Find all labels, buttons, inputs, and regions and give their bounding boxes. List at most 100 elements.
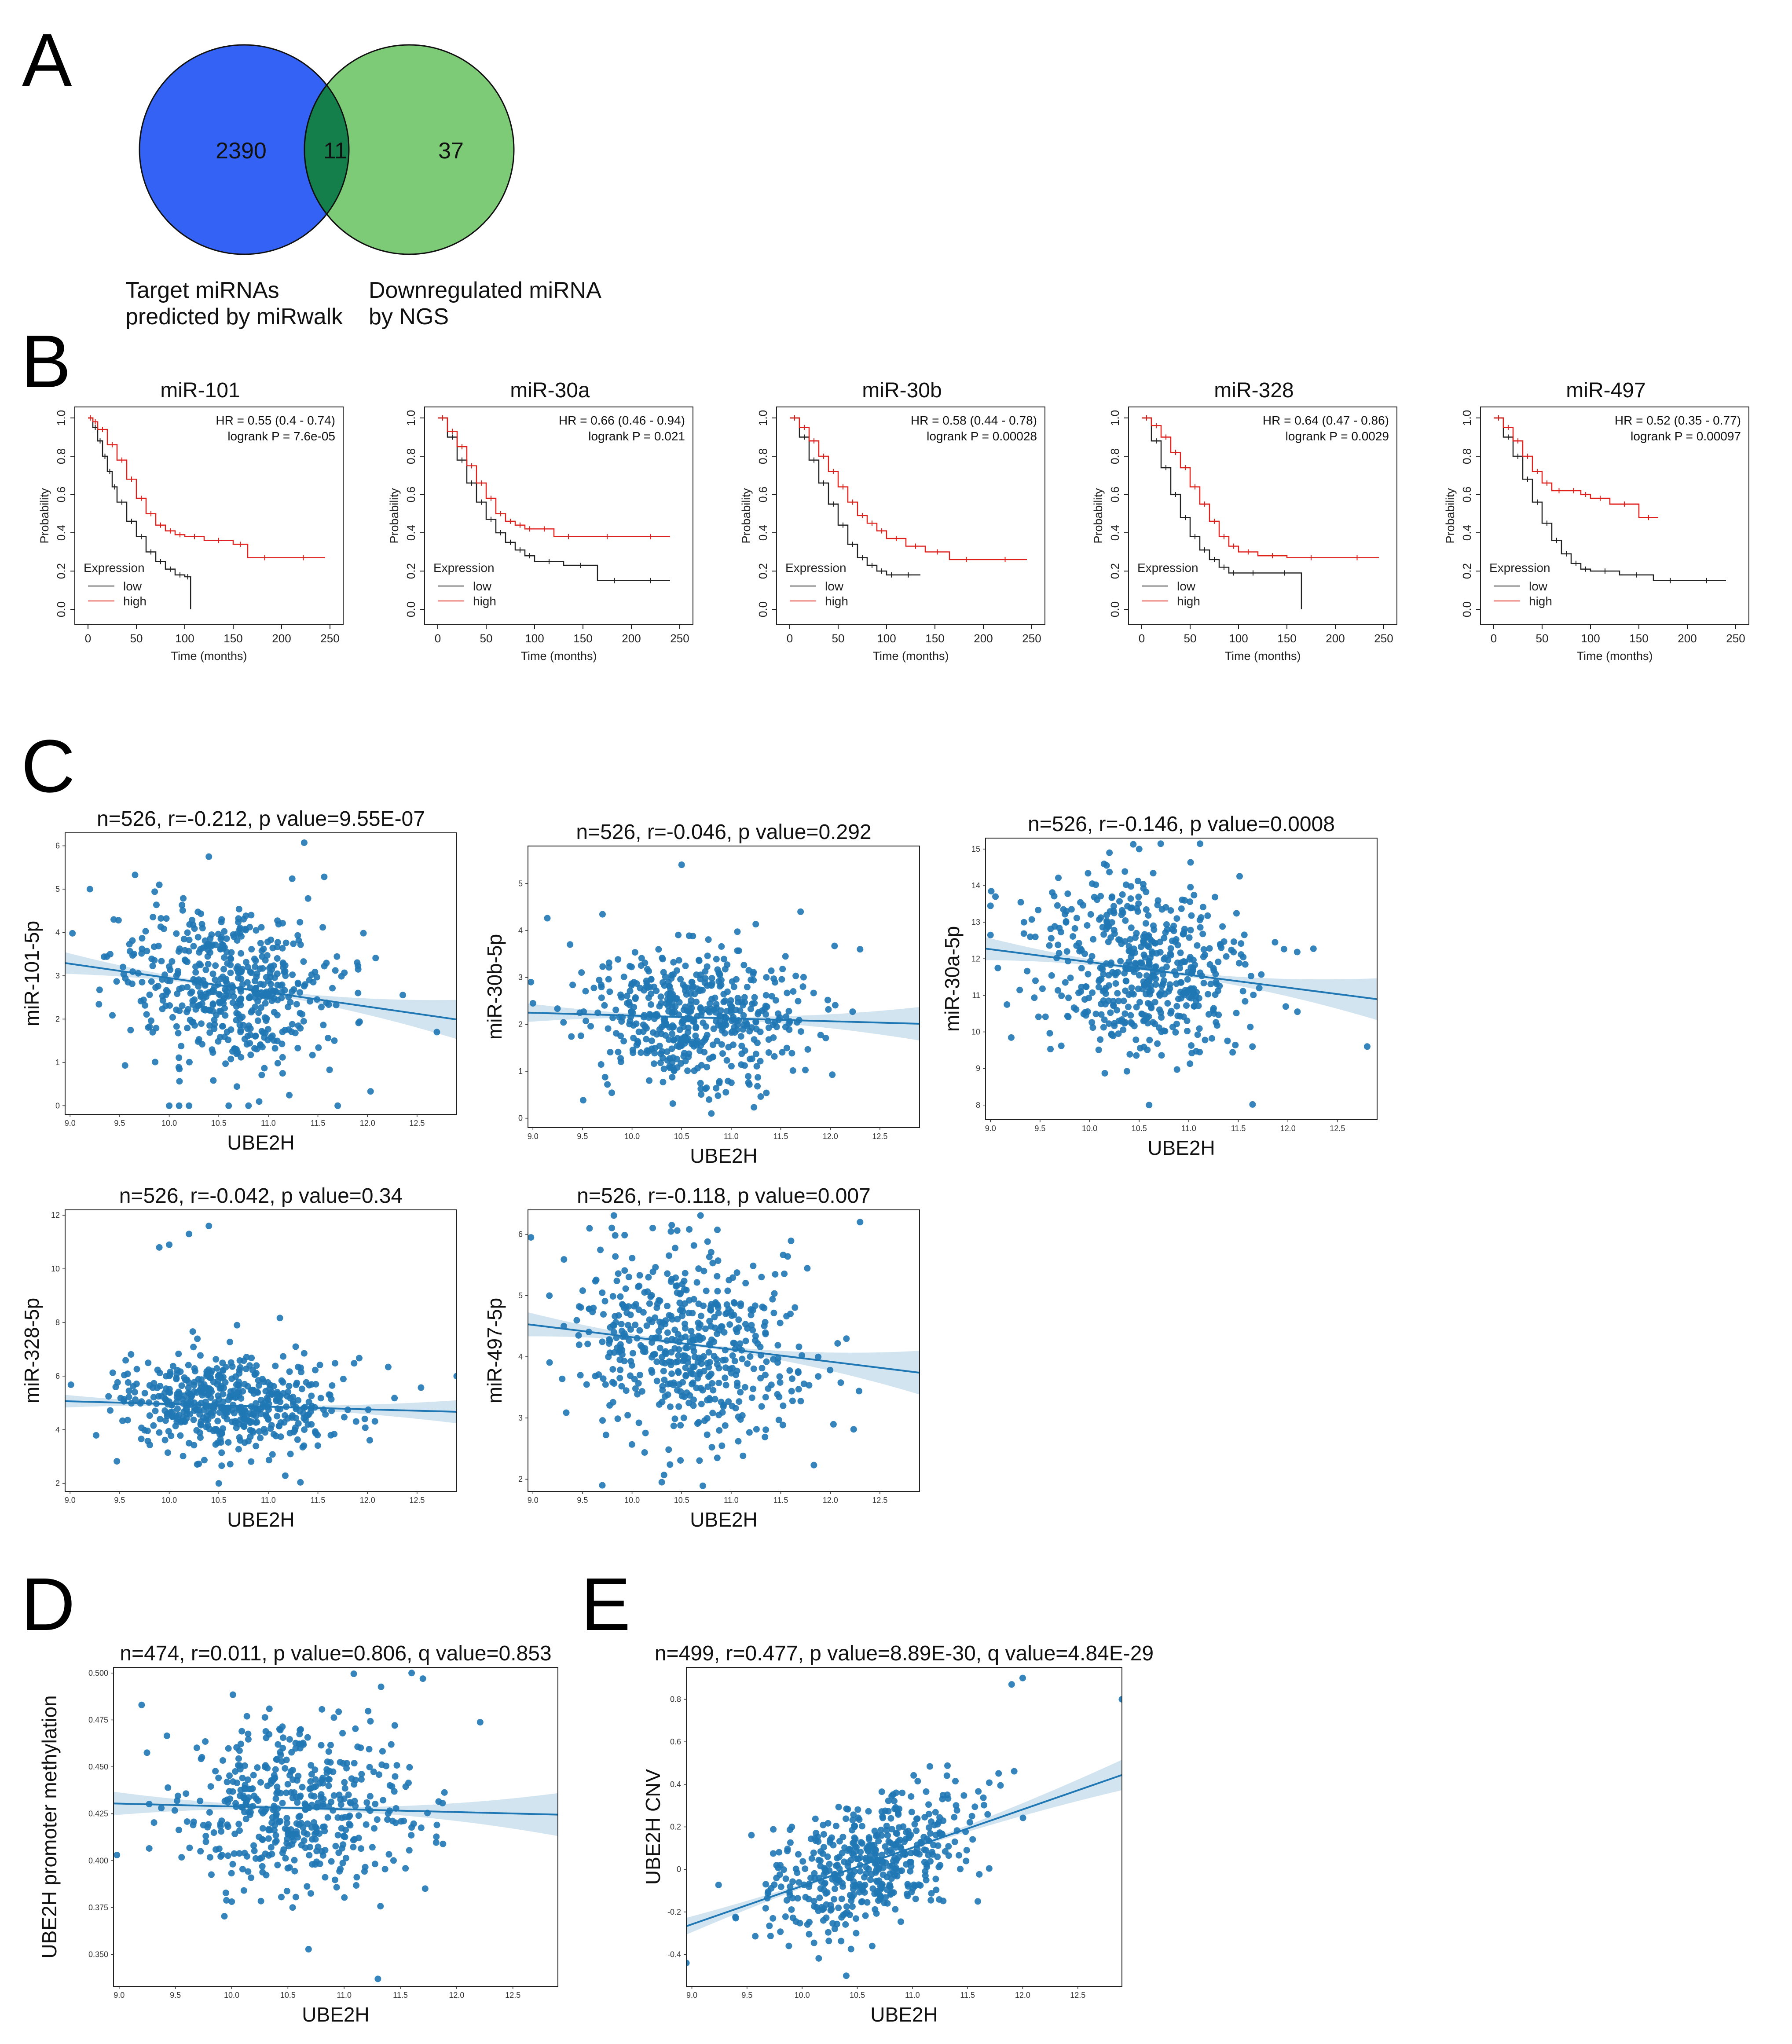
- scatter-point: [936, 1814, 943, 1821]
- scatter-point: [609, 1014, 616, 1021]
- scatter-point: [1230, 938, 1237, 945]
- scatter-point: [792, 1865, 799, 1872]
- scatter-point: [672, 1282, 679, 1289]
- scatter-point: [1047, 1046, 1054, 1053]
- scatter-point: [987, 931, 994, 938]
- scatter-point: [365, 1707, 372, 1714]
- scatter-point: [740, 1012, 747, 1019]
- scatter-point: [156, 1429, 163, 1436]
- scatter-point: [981, 1802, 988, 1809]
- scatter-point: [268, 1844, 275, 1851]
- scatter-frame: [65, 832, 457, 1115]
- scatter-title: n=526, r=-0.118, p value=0.007: [577, 1184, 871, 1208]
- scatter-point: [669, 993, 676, 1000]
- scatter-point: [835, 1803, 842, 1810]
- scatter-point: [205, 1223, 213, 1230]
- scatter-point: [713, 956, 720, 963]
- scatter-point: [219, 1023, 226, 1030]
- scatter-point: [733, 1326, 740, 1333]
- scatter-point: [154, 983, 161, 990]
- scatter-point: [321, 873, 328, 880]
- scatter-point: [617, 1366, 624, 1374]
- scatter-point: [240, 1792, 247, 1799]
- scatter-point: [721, 1329, 728, 1336]
- scatter-point: [684, 1067, 691, 1074]
- scatter-point: [671, 1008, 678, 1015]
- scatter-point: [215, 1774, 222, 1781]
- scatter-point: [699, 1387, 706, 1394]
- scatter-point: [1008, 1034, 1015, 1041]
- scatter-point: [762, 1329, 769, 1336]
- scatter-point: [1084, 922, 1091, 929]
- scatter-point: [629, 1047, 636, 1054]
- scatter-point: [831, 1925, 838, 1932]
- scatter-point: [205, 960, 212, 967]
- km-y-tick-label: 0.6: [756, 487, 770, 502]
- scatter-point: [1173, 915, 1180, 922]
- scatter-point: [179, 985, 186, 992]
- scatter-point: [295, 1022, 302, 1029]
- scatter-point: [476, 1719, 484, 1726]
- scatter-point: [236, 1827, 243, 1834]
- scatter-point: [716, 1080, 723, 1087]
- scatter-point: [651, 1050, 658, 1057]
- scatter-point: [632, 1385, 639, 1392]
- scatter-point: [706, 1055, 713, 1062]
- scatter-point: [730, 983, 737, 990]
- scatter-point: [748, 976, 755, 983]
- scatter-point: [259, 1863, 266, 1870]
- scatter-point: [334, 1832, 341, 1839]
- km-hr-label: HR = 0.58 (0.44 - 0.78): [911, 414, 1037, 427]
- scatter-point: [1020, 919, 1027, 926]
- scatter-point: [248, 1355, 255, 1362]
- scatter-point: [393, 1762, 400, 1769]
- scatter-point: [671, 1415, 678, 1422]
- scatter-point: [783, 1013, 790, 1020]
- scatter-point: [951, 1838, 958, 1845]
- scatter-point: [586, 1225, 593, 1232]
- scatter-point: [618, 1383, 625, 1390]
- scatter-point: [797, 1028, 804, 1035]
- scatter-point: [668, 1336, 675, 1343]
- scatter-point: [850, 1852, 857, 1859]
- km-hr-label: HR = 0.52 (0.35 - 0.77): [1615, 414, 1741, 427]
- scatter-point: [1100, 1024, 1107, 1031]
- scatter-point: [908, 1858, 915, 1865]
- scatter-point: [303, 1379, 310, 1386]
- km-y-tick-label: 0.6: [55, 487, 68, 502]
- scatter-point: [271, 1045, 279, 1052]
- scatter-point: [264, 938, 271, 945]
- scatter-plot-area: [986, 840, 1377, 1109]
- scatter-point: [714, 1037, 721, 1044]
- scatter-point: [294, 1044, 301, 1051]
- scatter-point: [705, 1007, 712, 1014]
- scatter-point: [1136, 999, 1143, 1006]
- scatter-point: [229, 1691, 236, 1698]
- scatter-point: [599, 1482, 606, 1489]
- scatter-point: [1073, 1006, 1080, 1013]
- scatter-point: [664, 1270, 671, 1277]
- scatter-point: [402, 1865, 409, 1872]
- scatter-point: [599, 963, 606, 970]
- scatter-point: [146, 991, 153, 998]
- km-y-tick-label: 0.6: [404, 487, 418, 502]
- scatter-point: [715, 1365, 722, 1372]
- scatter-point: [1123, 978, 1130, 985]
- scatter-point: [676, 1026, 683, 1033]
- scatter-point: [734, 928, 741, 935]
- scatter-point: [834, 1855, 841, 1862]
- scatter-point: [186, 936, 193, 943]
- scatter-point: [1063, 948, 1070, 955]
- scatter-point: [740, 1002, 747, 1009]
- scatter-point: [742, 1018, 749, 1025]
- scatter-point: [748, 1311, 755, 1319]
- scatter-point: [198, 1041, 205, 1048]
- scatter-point: [200, 1407, 207, 1414]
- km-legend-low-label: low: [1529, 579, 1548, 593]
- scatter-point: [628, 1441, 635, 1448]
- scatter-point: [249, 1366, 256, 1374]
- scatter-point: [1140, 978, 1147, 985]
- scatter-point: [1294, 949, 1301, 956]
- scatter-point: [592, 1278, 599, 1285]
